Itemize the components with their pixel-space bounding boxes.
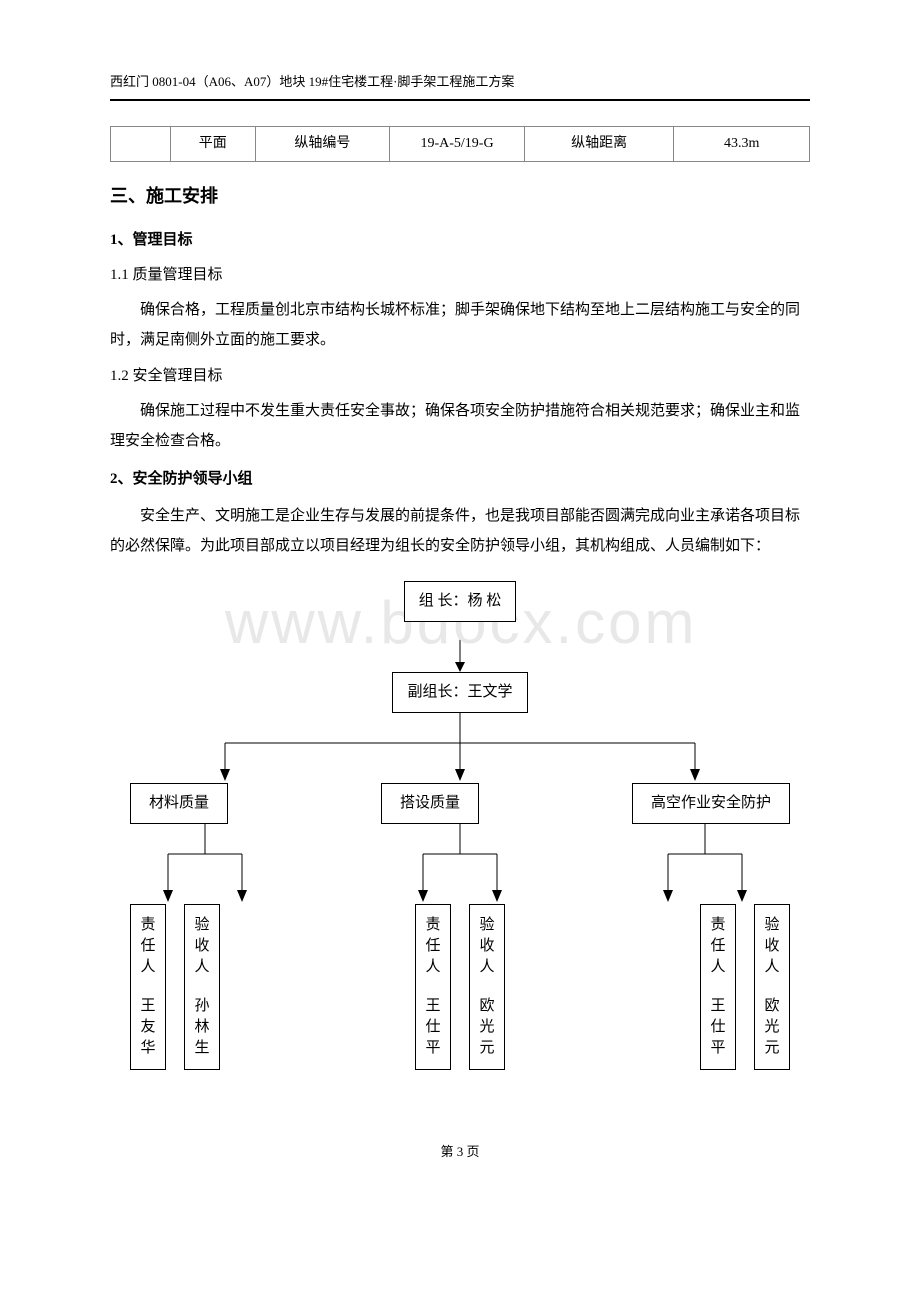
leaf-box: 验收人 欧光元 [754,904,790,1070]
leaf-name: 王友华 [135,996,161,1059]
leaf-box: 验收人 孙林生 [184,904,220,1070]
leaf-role: 验收人 [189,915,215,978]
branch-box: 材料质量 [130,783,228,824]
leaf-name: 欧光元 [759,996,785,1059]
section-title: 三、施工安排 [110,180,810,212]
leaf-pair: 责任人 王仕平 验收人 欧光元 [700,904,790,1070]
item-title: 1.2 安全管理目标 [110,363,810,390]
org-chart: www.bdocx.com 组 长：杨 松 副组长：王文学 材料质量 搭设质量 … [110,581,810,1070]
connector-icon [110,824,810,904]
leaf-name: 王仕平 [420,996,446,1059]
table-cell: 19-A-5/19-G [390,127,525,160]
leaf-box: 责任人 王仕平 [415,904,451,1070]
leaf-box: 责任人 王仕平 [700,904,736,1070]
leaf-pair: 责任人 王仕平 验收人 欧光元 [415,904,505,1070]
arrow-icon [450,622,470,672]
sub-title: 2、安全防护领导小组 [110,466,810,493]
item-title: 1.1 质量管理目标 [110,262,810,289]
leaf-role: 责任人 [705,915,731,978]
page-number: 第 3 页 [110,1140,810,1163]
data-table: 平面 纵轴编号 19-A-5/19-G 纵轴距离 43.3m [110,126,810,161]
table-cell: 纵轴距离 [525,127,675,160]
chart-level-1: 组 长：杨 松 [110,581,810,622]
table-cell: 纵轴编号 [256,127,391,160]
leaf-role: 责任人 [420,915,446,978]
chart-level-4: 责任人 王友华 验收人 孙林生 责任人 王仕平 验收人 欧光元 [110,904,810,1070]
leaf-pair: 责任人 王友华 验收人 孙林生 [130,904,220,1070]
connector-icon [130,713,790,783]
leaf-name: 孙林生 [189,996,215,1059]
table-cell [111,127,171,160]
leaf-role: 责任人 [135,915,161,978]
leaf-box: 责任人 王友华 [130,904,166,1070]
branch-box: 高空作业安全防护 [632,783,790,824]
sub-title: 1、管理目标 [110,227,810,254]
leaf-box: 验收人 欧光元 [469,904,505,1070]
leaf-name: 欧光元 [474,996,500,1059]
page-header: 西红门 0801-04（A06、A07）地块 19#住宅楼工程·脚手架工程施工方… [110,70,810,101]
leaf-role: 验收人 [474,915,500,978]
branch-box: 搭设质量 [381,783,479,824]
leaf-role: 验收人 [759,915,785,978]
chart-level-3: 材料质量 搭设质量 高空作业安全防护 [110,783,810,824]
table-cell: 43.3m [674,127,809,160]
table-cell: 平面 [171,127,256,160]
leaf-name: 王仕平 [705,996,731,1059]
chart-level-2: 副组长：王文学 [110,672,810,713]
body-text: 安全生产、文明施工是企业生存与发展的前提条件，也是我项目部能否圆满完成向业主承诺… [110,501,810,561]
deputy-box: 副组长：王文学 [392,672,527,713]
body-text: 确保合格，工程质量创北京市结构长城杯标准；脚手架确保地下结构至地上二层结构施工与… [110,295,810,355]
leader-box: 组 长：杨 松 [404,581,517,622]
body-text: 确保施工过程中不发生重大责任安全事故；确保各项安全防护措施符合相关规范要求；确保… [110,396,810,456]
